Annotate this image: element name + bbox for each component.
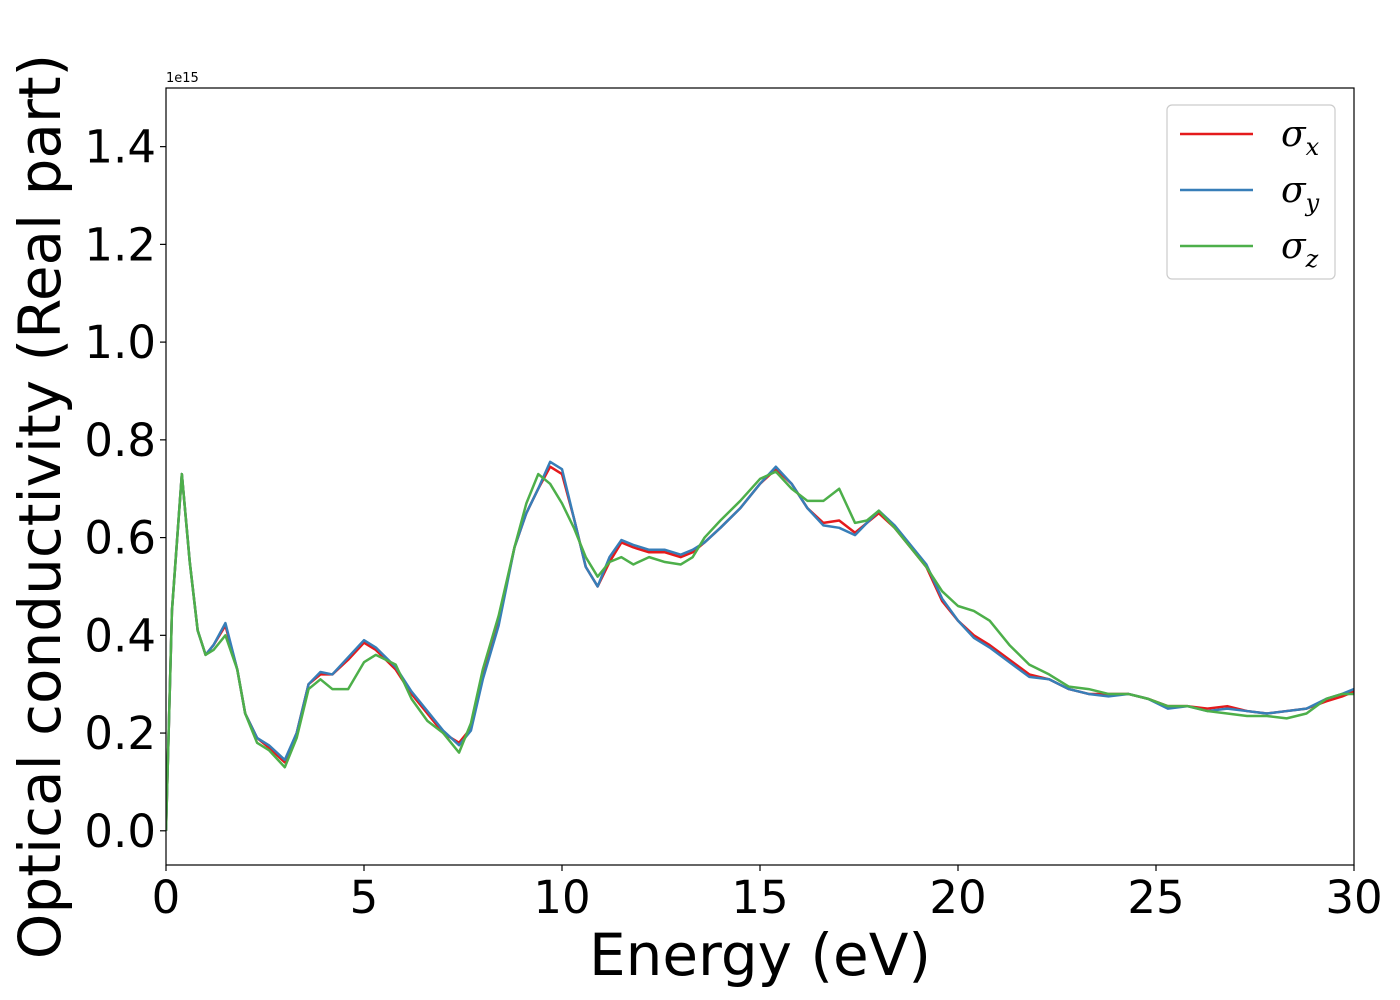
y-tick-label: 0.4 (84, 609, 156, 662)
x-tick-label: 5 (350, 871, 379, 924)
series-line-y (166, 460, 1354, 831)
x-tick-label: 10 (533, 871, 590, 924)
y-tick-label: 0.8 (84, 414, 156, 467)
legend-label-z: σz (1281, 226, 1319, 273)
legend-box (1166, 104, 1336, 280)
series-line-x (166, 465, 1354, 831)
legend-label-x: σx (1281, 114, 1320, 161)
y-tick-label: 1.4 (84, 121, 156, 174)
y-tick-label: 1.2 (84, 218, 156, 271)
x-tick-label: 30 (1325, 871, 1382, 924)
series-group (166, 460, 1354, 831)
y-tick-label: 0.0 (84, 805, 156, 858)
x-tick-label: 20 (929, 871, 986, 924)
legend: σx σy σz (1166, 104, 1336, 280)
x-tick-label: 15 (731, 871, 788, 924)
x-tick-label: 0 (152, 871, 181, 924)
y-tick-label: 0.6 (84, 512, 156, 565)
y-axis: 0.0 0.2 0.4 0.6 0.8 1.0 1.2 1.4 (84, 121, 166, 858)
y-axis-offset-text: 1e15 (166, 71, 199, 86)
series-line-z (166, 470, 1354, 831)
x-axis: 0 5 10 15 20 25 30 (152, 865, 1383, 924)
y-axis-title: Optical conductivity (Real part) (6, 54, 74, 959)
x-tick-label: 25 (1127, 871, 1184, 924)
y-tick-label: 1.0 (84, 316, 156, 369)
legend-label-y: σy (1281, 170, 1320, 217)
y-tick-label: 0.2 (84, 707, 156, 760)
x-axis-title: Energy (eV) (589, 921, 931, 989)
